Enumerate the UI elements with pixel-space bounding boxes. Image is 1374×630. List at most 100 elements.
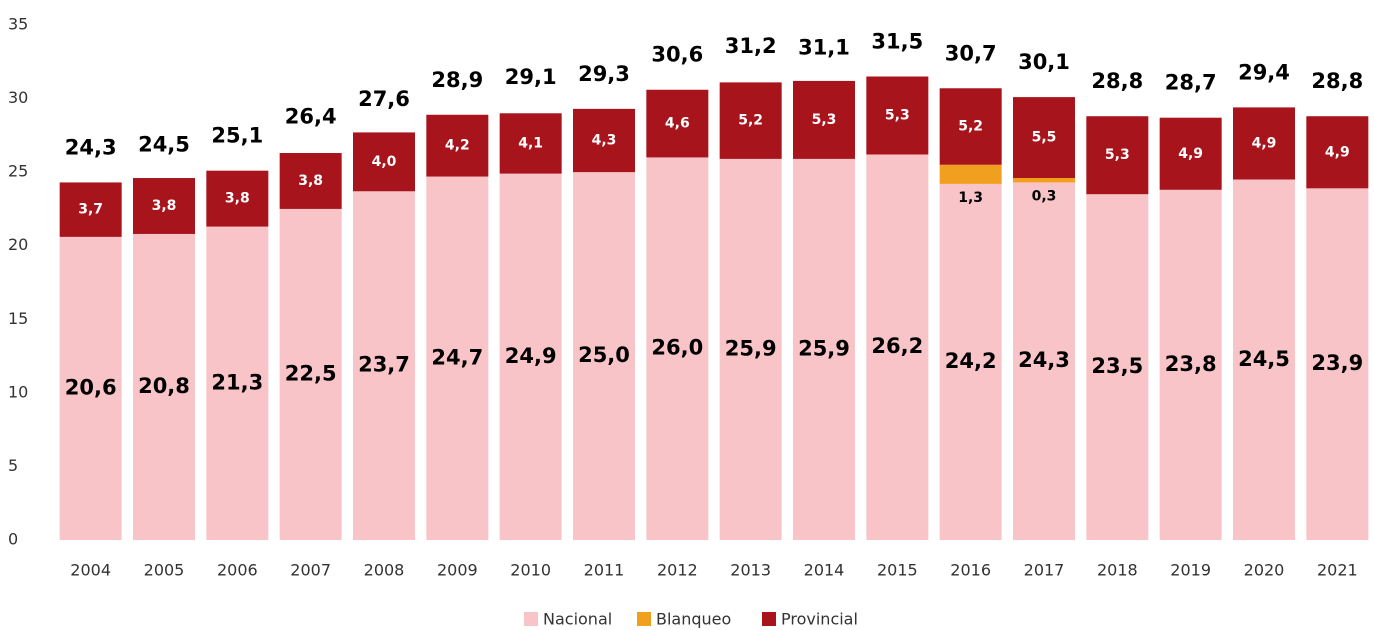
data-label: 26,2: [871, 334, 923, 358]
x-tick-label: 2012: [657, 561, 698, 580]
data-label: 24,5: [1238, 347, 1290, 371]
data-label: 25,0: [578, 343, 630, 367]
total-label: 29,3: [578, 62, 630, 86]
data-label: 3,8: [298, 173, 323, 189]
x-tick-label: 2020: [1244, 561, 1285, 580]
bar-segment: [426, 176, 489, 541]
x-tick-label: 2019: [1170, 561, 1211, 580]
x-tick-label: 2008: [364, 561, 405, 580]
data-label: 1,3: [958, 190, 983, 206]
legend-label: Nacional: [543, 610, 612, 629]
bar-segment: [206, 226, 269, 541]
bar-segment: [866, 76, 929, 155]
total-label: 28,7: [1165, 71, 1217, 95]
data-label: 23,8: [1165, 352, 1217, 376]
y-tick-label: 25: [8, 162, 28, 181]
bar-segment: [939, 164, 1002, 184]
data-label: 4,9: [1325, 144, 1350, 160]
bar-segment: [1159, 117, 1222, 190]
total-label: 26,4: [285, 105, 337, 129]
total-label: 25,1: [211, 124, 263, 148]
bar-segment: [59, 182, 122, 237]
x-tick-label: 2013: [730, 561, 771, 580]
x-tick-label: 2015: [877, 561, 918, 580]
data-label: 21,3: [211, 370, 263, 394]
total-label: 24,3: [65, 135, 117, 159]
data-label: 5,2: [958, 119, 983, 135]
bar-segment: [59, 236, 122, 540]
bar-segment: [353, 132, 415, 192]
total-label: 30,7: [945, 41, 997, 65]
bar-segment: [1086, 194, 1149, 540]
x-tick-label: 2004: [70, 561, 111, 580]
data-label: 22,5: [285, 361, 337, 385]
bar-segment: [499, 113, 562, 174]
total-label: 31,2: [725, 34, 777, 58]
data-label: 4,6: [665, 116, 690, 132]
y-tick-label: 5: [8, 456, 18, 475]
bar-segment: [426, 114, 489, 177]
bar-segment: [573, 108, 635, 173]
bar-segment: [1306, 188, 1369, 541]
data-label: 3,7: [78, 202, 103, 218]
data-label: 3,8: [225, 191, 250, 207]
bar-segment: [1159, 189, 1222, 541]
bar-segment: [133, 178, 195, 234]
bar-segment: [133, 233, 195, 540]
total-label: 29,4: [1238, 60, 1290, 84]
bar-segment: [279, 153, 342, 209]
bar-segment: [939, 88, 1002, 165]
data-label: 4,3: [592, 133, 617, 149]
bar-segment: [573, 172, 635, 540]
y-tick-label: 15: [8, 309, 28, 328]
data-label: 20,8: [138, 374, 190, 398]
data-label: 0,3: [1032, 188, 1057, 204]
data-label: 24,7: [431, 345, 483, 369]
bar-segment: [793, 158, 855, 540]
legend-swatch: [524, 612, 538, 626]
total-label: 31,1: [798, 35, 850, 59]
x-tick-label: 2011: [584, 561, 625, 580]
legend-swatch: [762, 612, 776, 626]
data-label: 5,3: [1105, 147, 1130, 163]
bar-segment: [353, 191, 415, 540]
x-tick-label: 2010: [510, 561, 551, 580]
bar-segment: [1233, 179, 1295, 540]
data-label: 25,9: [798, 336, 850, 360]
bar-segment: [1233, 107, 1295, 180]
total-label: 30,1: [1018, 50, 1070, 74]
bar-segment: [646, 89, 709, 158]
bar-segment: [206, 170, 269, 227]
data-label: 23,5: [1091, 354, 1143, 378]
data-label: 4,9: [1252, 135, 1277, 151]
data-label: 4,1: [518, 135, 543, 151]
x-tick-label: 2021: [1317, 561, 1358, 580]
x-tick-label: 2018: [1097, 561, 1138, 580]
data-label: 3,8: [152, 198, 177, 214]
data-label: 24,3: [1018, 348, 1070, 372]
data-label: 23,7: [358, 353, 410, 377]
x-tick-label: 2017: [1024, 561, 1065, 580]
total-label: 29,1: [505, 65, 557, 89]
data-label: 4,0: [372, 154, 397, 170]
total-label: 28,9: [431, 68, 483, 92]
bar-segment: [1013, 182, 1075, 540]
y-tick-label: 30: [8, 88, 28, 107]
data-label: 20,6: [65, 375, 117, 399]
x-tick-label: 2014: [804, 561, 845, 580]
bar-segment: [1086, 116, 1149, 195]
data-label: 5,3: [812, 112, 837, 128]
data-label: 24,9: [505, 344, 557, 368]
bar-segment: [793, 80, 855, 159]
total-label: 28,8: [1091, 69, 1143, 93]
legend-label: Blanqueo: [656, 610, 731, 629]
bar-segment: [1013, 178, 1075, 183]
bar-segment: [866, 154, 929, 540]
x-tick-label: 2009: [437, 561, 478, 580]
x-tick-label: 2005: [144, 561, 185, 580]
bar-segment: [1306, 116, 1369, 189]
bar-segment: [279, 208, 342, 540]
y-tick-label: 35: [8, 15, 28, 34]
total-label: 30,6: [651, 43, 703, 67]
